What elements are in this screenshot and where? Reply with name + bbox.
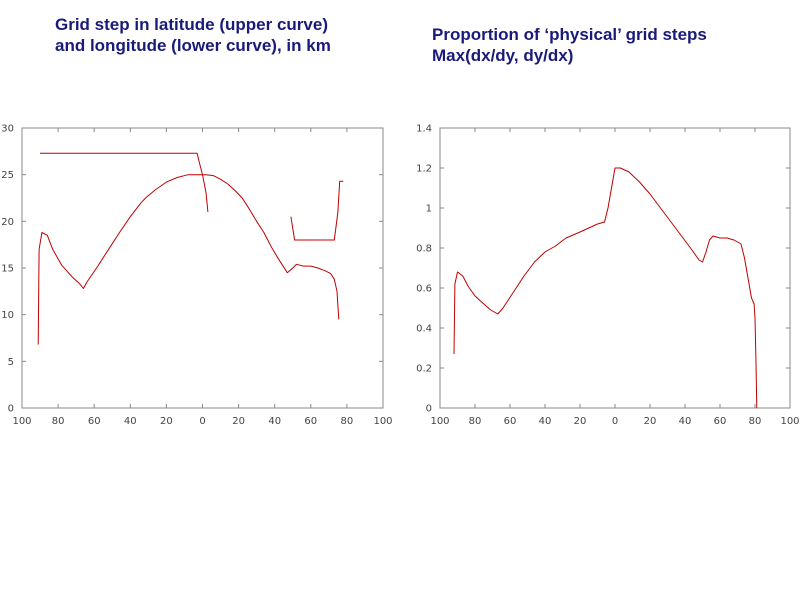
left-x-tick-label: 100: [373, 416, 392, 427]
left-series-2-line-2: [290, 180, 344, 241]
right-x-tick-label: 40: [539, 416, 552, 427]
right-x-tick-label: 20: [644, 416, 657, 427]
right-y-tick-label: 0.4: [416, 324, 432, 335]
left-caption-line-2: and longitude (lower curve), in km: [55, 36, 331, 55]
left-x-tick-label: 0: [199, 416, 205, 427]
left-caption-line-1: Grid step in latitude (upper curve): [55, 15, 328, 34]
right-x-tick-label: 100: [430, 416, 449, 427]
left-plot-frame: [21, 127, 384, 409]
left-x-tick-label: 60: [304, 416, 317, 427]
right-series-1-line-1: [453, 167, 758, 409]
left-y-tick-label: 30: [1, 124, 14, 135]
right-x-tick-label: 20: [574, 416, 587, 427]
left-y-tick-label: 25: [1, 170, 14, 181]
left-series-1-line-1: [37, 174, 340, 345]
left-y-tick-label: 20: [1, 217, 14, 228]
left-y-tick-label: 0: [8, 404, 14, 415]
right-y-tick-label: 1.4: [416, 124, 432, 135]
left-chart-caption: Grid step in latitude (upper curve) and …: [55, 14, 331, 56]
right-x-tick-label: 80: [469, 416, 482, 427]
right-y-tick-label: 1.2: [416, 164, 432, 175]
right-x-tick-label: 60: [714, 416, 727, 427]
left-y-tick-label: 5: [8, 357, 14, 368]
left-x-tick-label: 80: [52, 416, 65, 427]
right-x-tick-label: 40: [679, 416, 692, 427]
left-y-tick-label: 15: [1, 264, 14, 275]
left-x-tick-label: 80: [341, 416, 354, 427]
right-y-tick-label: 0.8: [416, 244, 432, 255]
right-x-tick-label: 0: [612, 416, 618, 427]
right-x-tick-label: 80: [749, 416, 762, 427]
left-x-tick-label: 60: [88, 416, 101, 427]
right-caption-line-2: Max(dx/dy, dy/dx): [432, 46, 574, 65]
right-plot-frame: [439, 127, 791, 409]
left-x-tick-label: 20: [232, 416, 245, 427]
right-x-tick-label: 100: [780, 416, 799, 427]
right-y-tick-label: 1: [426, 204, 432, 215]
right-chart-caption: Proportion of ‘physical’ grid steps Max(…: [432, 24, 707, 66]
left-y-tick-label: 10: [1, 310, 14, 321]
right-y-tick-label: 0.6: [416, 284, 432, 295]
right-y-tick-label: 0.2: [416, 364, 432, 375]
right-y-tick-label: 0: [426, 404, 432, 415]
left-x-tick-label: 20: [160, 416, 173, 427]
left-x-tick-label: 40: [124, 416, 137, 427]
right-caption-line-1: Proportion of ‘physical’ grid steps: [432, 25, 707, 44]
left-x-tick-label: 40: [268, 416, 281, 427]
right-x-tick-label: 60: [504, 416, 517, 427]
left-series-2-line-1: [40, 152, 209, 213]
left-x-tick-label: 100: [12, 416, 31, 427]
